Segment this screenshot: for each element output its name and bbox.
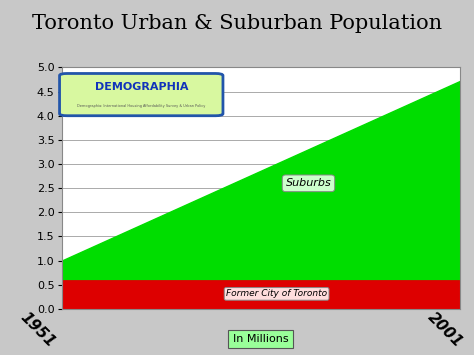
Text: 1951: 1951 [18,310,58,350]
Text: Toronto Urban & Suburban Population: Toronto Urban & Suburban Population [32,14,442,33]
Text: 2001: 2001 [425,310,466,350]
Text: Former City of Toronto: Former City of Toronto [226,289,327,299]
Text: Suburbs: Suburbs [286,178,331,188]
Text: In Millions: In Millions [233,334,289,344]
